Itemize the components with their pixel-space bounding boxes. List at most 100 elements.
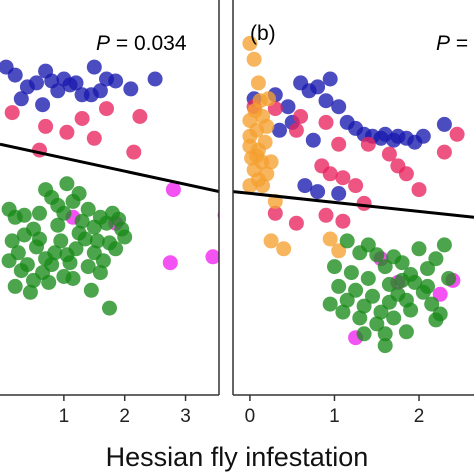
panel-b-p-value: P = bbox=[436, 32, 468, 55]
panel-b-point-orange-24 bbox=[331, 243, 347, 259]
panel-a-point-green-2 bbox=[16, 207, 32, 223]
panel-b-point-green-22 bbox=[331, 278, 347, 294]
panel-b-point-green-41 bbox=[356, 326, 372, 342]
panel-b-point-pink-3 bbox=[293, 109, 309, 124]
panel-a-point-green-32 bbox=[13, 263, 29, 279]
panel-b-p-rest: = bbox=[450, 32, 468, 55]
panel-b-point-blue-2 bbox=[280, 99, 296, 115]
panel-b-x-ticks: 0 1 2 bbox=[245, 395, 425, 427]
panel-b-point-orange-23 bbox=[322, 231, 338, 247]
panel-b-point-green-17 bbox=[373, 304, 389, 320]
panel-b-point-green-8 bbox=[411, 241, 427, 257]
panel-a-point-pink-3 bbox=[99, 101, 114, 117]
panel-b-point-green-4 bbox=[377, 259, 393, 275]
panel-a-point-magenta-3 bbox=[162, 255, 178, 271]
panel-a-point-green-45 bbox=[95, 253, 111, 269]
panel-a-point-green-39 bbox=[108, 241, 124, 257]
panel-a-point-blue-18 bbox=[13, 91, 29, 107]
panel-b-point-green-28 bbox=[403, 302, 419, 318]
panel-b-point-pink-9 bbox=[348, 178, 364, 194]
panel-a-tick-label-1: 2 bbox=[119, 406, 130, 427]
panel-b-point-pink-20 bbox=[335, 213, 351, 229]
panel-b-point-green-18 bbox=[365, 288, 380, 304]
panel-b-point-blue-20 bbox=[436, 116, 452, 132]
panel-b-tick-label-2: 2 bbox=[414, 406, 425, 427]
panel-b-point-blue-5 bbox=[310, 79, 326, 95]
panel-a-point-pink-5 bbox=[59, 124, 75, 140]
panel-a-point-pink-1 bbox=[38, 118, 54, 134]
panel-b-point-pink-19 bbox=[288, 215, 304, 231]
panel-a-point-green-11 bbox=[71, 186, 87, 201]
panel-b-point-orange-16 bbox=[242, 178, 258, 194]
panel-a-point-blue-16 bbox=[147, 71, 163, 87]
panel-b-point-blue-6 bbox=[318, 93, 334, 109]
panel-b-point-magenta-1 bbox=[432, 286, 448, 302]
panel-b-point-green-2 bbox=[360, 237, 376, 253]
panel-b-point-green-27 bbox=[386, 310, 402, 326]
panel-a-point-green-31 bbox=[4, 233, 20, 249]
panel-a: 1 2 3 P = 0.034 bbox=[0, 0, 220, 427]
panel-b-point-pink-11 bbox=[360, 136, 376, 152]
panel-b-point-pink-14 bbox=[398, 166, 414, 182]
panel-a-p-rest: = 0.034 bbox=[110, 32, 187, 55]
panel-b-point-blue-26 bbox=[297, 178, 313, 194]
panel-b-point-green-0 bbox=[339, 233, 355, 249]
panel-a-x-ticks: 1 2 3 bbox=[59, 395, 191, 427]
panel-b-point-green-32 bbox=[398, 324, 414, 340]
panel-b-point-pink-21 bbox=[318, 207, 334, 223]
panel-a-point-green-49 bbox=[32, 231, 47, 247]
panel-a-point-green-48 bbox=[50, 217, 66, 233]
panel-b-point-green-3 bbox=[369, 247, 385, 263]
panel-b-point-green-13 bbox=[407, 274, 423, 290]
panel-b-point-blue-7 bbox=[322, 71, 338, 87]
panel-b-point-green-42 bbox=[377, 338, 393, 354]
panel-b-point-green-24 bbox=[335, 304, 351, 320]
panel-b-point-pink-4 bbox=[318, 114, 334, 130]
panel-a-point-magenta-1 bbox=[217, 210, 219, 220]
panel-b-points bbox=[242, 35, 465, 354]
panel-a-point-green-35 bbox=[44, 257, 60, 273]
panel-a-point-green-25 bbox=[53, 233, 69, 249]
panel-a-point-blue-1 bbox=[7, 67, 23, 83]
panel-a-point-blue-3 bbox=[29, 75, 44, 91]
panel-b-point-pink-10 bbox=[356, 195, 372, 211]
panel-b-point-pink-16 bbox=[436, 144, 452, 160]
panel-a-point-green-41 bbox=[22, 284, 38, 300]
panel-b-point-orange-1 bbox=[246, 51, 262, 67]
panel-a-point-magenta-0 bbox=[165, 182, 181, 198]
panel-b-point-pink-7 bbox=[322, 166, 338, 182]
panel-a-p-value: P = 0.034 bbox=[96, 32, 187, 55]
panel-b-point-orange-27 bbox=[242, 138, 258, 154]
panel-b-point-orange-21 bbox=[263, 233, 279, 249]
panel-b-point-green-40 bbox=[420, 278, 435, 294]
panel-a-point-green-40 bbox=[7, 278, 23, 294]
x-axis-title: Hessian fly infestation bbox=[106, 442, 369, 472]
panel-a-point-pink-7 bbox=[126, 144, 142, 160]
panel-b-point-green-25 bbox=[352, 310, 368, 326]
panel-a-point-pink-0 bbox=[4, 105, 20, 121]
panel-a-point-green-12 bbox=[74, 213, 90, 229]
panel-b-tick-label-0: 0 bbox=[245, 406, 256, 427]
panel-b-point-orange-22 bbox=[276, 241, 292, 257]
panel-b-point-green-9 bbox=[420, 261, 435, 277]
panel-a-point-blue-17 bbox=[86, 59, 102, 75]
panel-b-point-green-20 bbox=[348, 282, 364, 298]
panel-b-point-pink-5 bbox=[331, 136, 347, 152]
panel-b-point-orange-25 bbox=[259, 118, 275, 134]
panel-a-point-green-44 bbox=[102, 300, 117, 316]
panel-a-point-blue-15 bbox=[123, 81, 139, 97]
panel-b-point-blue-8 bbox=[331, 99, 347, 115]
panel-b-point-green-38 bbox=[381, 276, 397, 292]
panel-b-point-blue-23 bbox=[305, 132, 321, 148]
panel-a-point-blue-12 bbox=[92, 83, 108, 99]
panel-b-point-orange-2 bbox=[250, 75, 266, 91]
panel-a-point-green-8 bbox=[56, 205, 72, 221]
panel-b-point-pink-15 bbox=[411, 182, 427, 198]
panel-b-tick-label-1: 1 bbox=[329, 406, 340, 427]
panel-b-point-pink-12 bbox=[381, 146, 397, 162]
panel-a-point-green-42 bbox=[65, 271, 81, 286]
panel-a-p-var: P bbox=[96, 32, 110, 55]
panel-b-point-blue-24 bbox=[310, 184, 326, 200]
panel-a-point-magenta-2 bbox=[205, 249, 219, 265]
